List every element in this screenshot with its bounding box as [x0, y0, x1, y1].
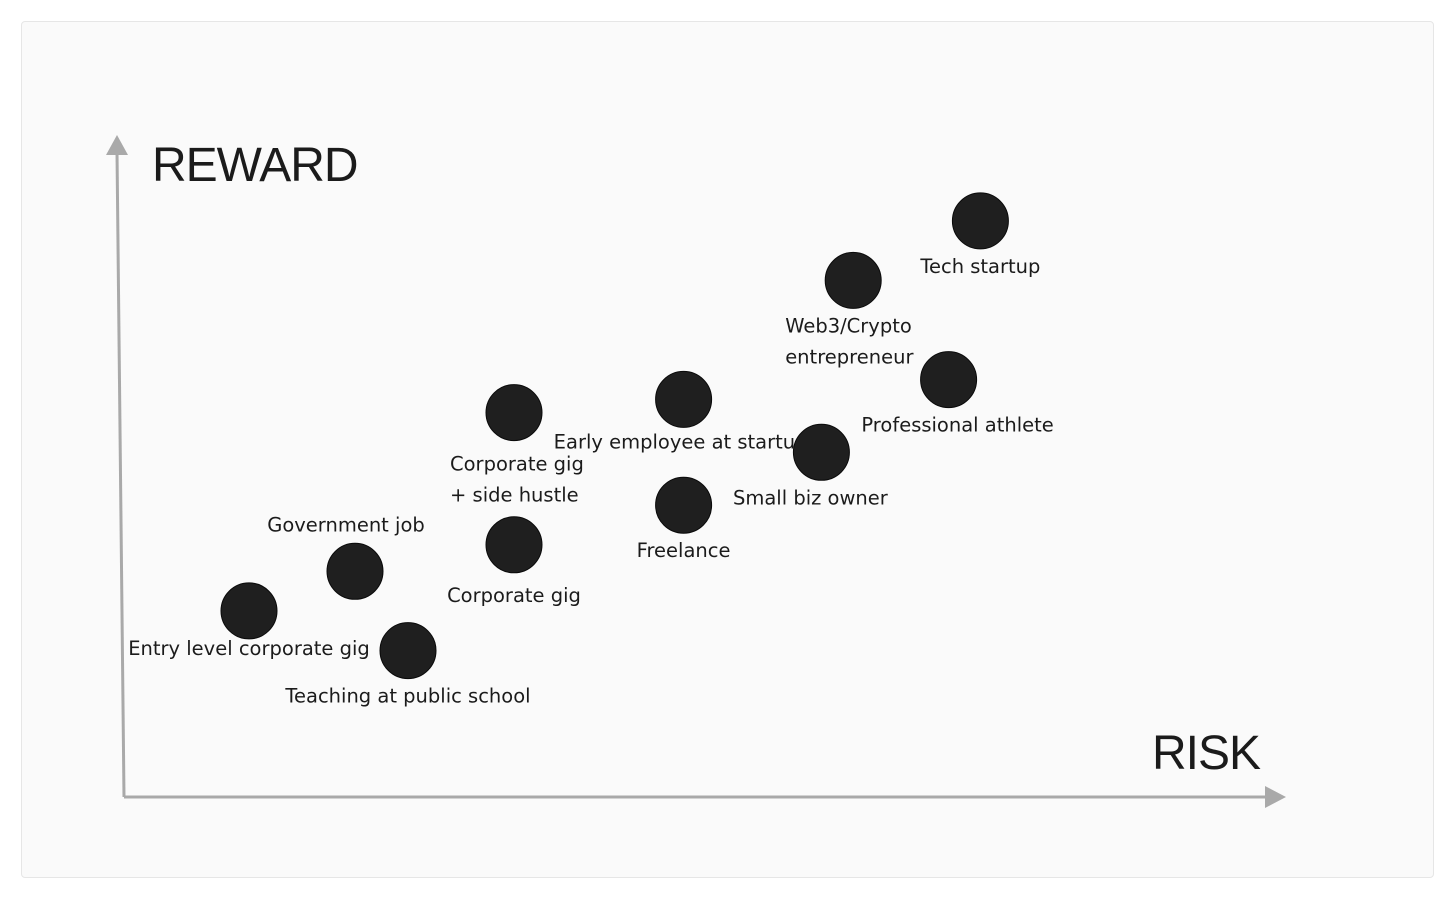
point-label: Small biz owner	[733, 486, 889, 509]
scatter-point	[655, 476, 713, 534]
data-points: Tech startup Web3/Crypto entrepreneur Profe…	[128, 192, 1054, 708]
point-label-line: Entry level corporate gig	[128, 637, 370, 660]
point-label: Early employee at startup	[554, 430, 808, 453]
point-label-line: Freelance	[637, 539, 731, 562]
point-label-line: Teaching at public school	[284, 685, 530, 708]
point-label: Professional athlete	[861, 414, 1053, 437]
scatter-point	[824, 251, 882, 309]
scatter-point	[379, 622, 437, 680]
point-label-line: Government job	[267, 513, 425, 536]
point-label-line: Corporate gig	[450, 453, 584, 476]
scatter-point	[326, 542, 384, 600]
scatter-point	[485, 384, 543, 442]
point-label: Entry level corporate gig	[128, 637, 370, 660]
point-label: Freelance	[637, 539, 731, 562]
point-label-line: Tech startup	[919, 255, 1040, 278]
scatter-point	[920, 351, 978, 409]
y-axis	[115, 151, 126, 798]
scatter-point	[951, 192, 1009, 250]
point-label: Web3/Crypto entrepreneur	[785, 314, 914, 368]
x-axis-arrow	[1265, 786, 1286, 808]
scatter-point	[220, 582, 278, 640]
y-axis-arrow	[106, 135, 128, 155]
y-axis-title: REWARD	[152, 139, 358, 192]
scatter-point	[485, 516, 543, 574]
point-label-line: Web3/Crypto	[785, 314, 912, 337]
point-label-line: entrepreneur	[785, 345, 914, 368]
point-label-line: Corporate gig	[447, 584, 581, 607]
scatter-point	[655, 370, 713, 428]
point-label-line: Professional athlete	[861, 414, 1053, 437]
point-label: Corporate gig + side hustle	[450, 453, 584, 507]
point-label-line: + side hustle	[450, 484, 579, 507]
scatter-point	[792, 423, 850, 481]
point-label-line: Early employee at startup	[554, 430, 808, 453]
point-label: Teaching at public school	[284, 685, 530, 708]
point-label: Government job	[267, 513, 425, 536]
point-label: Corporate gig	[447, 584, 581, 607]
chart-frame	[21, 21, 1434, 878]
x-axis-title: RISK	[1152, 727, 1261, 780]
point-label: Tech startup	[919, 255, 1040, 278]
point-label-line: Small biz owner	[733, 486, 889, 509]
